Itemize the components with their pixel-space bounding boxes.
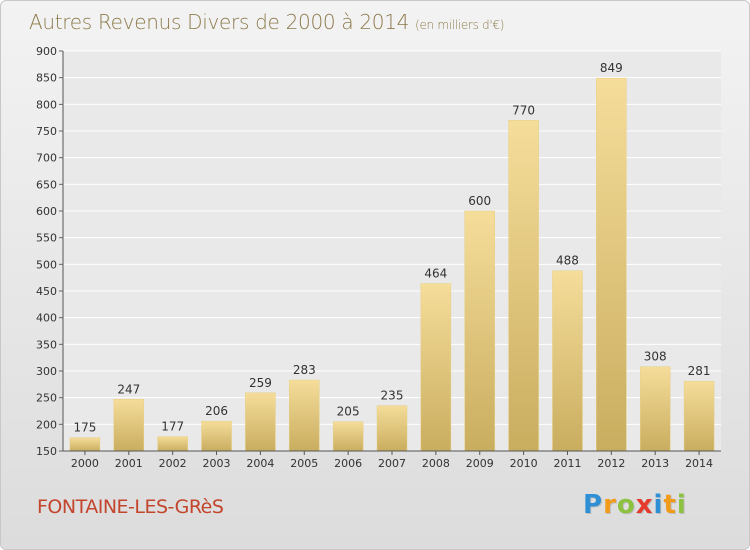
x-tick-label: 2004 (246, 457, 274, 470)
bar-value-label: 464 (424, 267, 447, 281)
bar (289, 379, 320, 452)
proxiti-logo: Proxiti (583, 490, 687, 520)
y-tick-label: 650 (36, 178, 57, 191)
x-tick-label: 2013 (641, 457, 669, 470)
bar (464, 210, 495, 452)
y-tick-label: 900 (36, 45, 57, 58)
logo-letter: x (635, 490, 654, 520)
bar-value-label: 849 (600, 61, 623, 75)
logo-letter: P (583, 490, 604, 520)
bar-value-label: 205 (337, 405, 360, 419)
y-tick-label: 550 (36, 232, 57, 245)
bar-value-label: 259 (249, 376, 272, 390)
y-tick-label: 250 (36, 392, 57, 405)
y-tick-label: 200 (36, 418, 57, 431)
bar (201, 420, 232, 452)
bar-value-label: 175 (73, 421, 96, 435)
bar (69, 437, 101, 452)
bar (376, 405, 408, 452)
bar-value-label: 281 (688, 364, 711, 378)
x-tick-label: 2001 (115, 457, 143, 470)
x-tick-label: 2007 (378, 457, 406, 470)
bar (552, 270, 583, 452)
logo-letter: t (663, 490, 677, 520)
bar (420, 283, 452, 452)
bar-value-label: 247 (117, 382, 140, 396)
x-tick-label: 2003 (203, 457, 231, 470)
y-tick-label: 350 (36, 338, 57, 351)
y-tick-label: 400 (36, 312, 57, 325)
city-name: FONTAINE-LES-GRèS (37, 496, 224, 518)
bar (639, 366, 671, 452)
logo-letter: i (676, 490, 687, 520)
x-tick-label: 2006 (334, 457, 362, 470)
bar-value-label: 283 (293, 363, 316, 377)
bar (245, 392, 276, 452)
x-tick-label: 2000 (71, 457, 99, 470)
bar-value-label: 177 (161, 420, 184, 434)
x-tick-label: 2008 (422, 457, 450, 470)
bar (508, 120, 539, 452)
y-tick-label: 600 (36, 205, 57, 218)
x-tick-label: 2009 (466, 457, 494, 470)
x-tick-label: 2014 (685, 457, 713, 470)
y-tick-label: 850 (36, 72, 57, 85)
bar-value-label: 488 (556, 254, 579, 268)
logo-letter: o (616, 490, 636, 520)
x-tick-label: 2012 (597, 457, 625, 470)
chart-title: Autres Revenus Divers de 2000 à 2014 (en … (29, 10, 504, 34)
chart-title-text: Autres Revenus Divers de 2000 à 2014 (29, 10, 410, 34)
x-tick-label: 2002 (159, 457, 187, 470)
y-tick-label: 750 (36, 125, 57, 138)
x-tick-label: 2005 (290, 457, 318, 470)
logo-letter: r (603, 490, 617, 520)
y-tick-label: 800 (36, 98, 57, 111)
y-tick-label: 150 (36, 445, 57, 458)
y-tick-label: 500 (36, 258, 57, 271)
bar (596, 77, 627, 452)
bar (157, 436, 188, 452)
logo-letter: i (653, 490, 664, 520)
bar (683, 380, 715, 452)
bar (113, 399, 145, 452)
bar-value-label: 308 (644, 350, 667, 364)
x-tick-label: 2011 (553, 457, 581, 470)
bar-value-label: 770 (512, 103, 535, 117)
y-tick-label: 700 (36, 152, 57, 165)
chart-subtitle: (en milliers d'€) (415, 18, 505, 32)
x-tick-label: 2010 (510, 457, 538, 470)
bar-value-label: 600 (468, 194, 491, 208)
bar-value-label: 235 (381, 389, 404, 403)
y-tick-label: 300 (36, 365, 57, 378)
y-tick-label: 450 (36, 285, 57, 298)
bar-value-label: 206 (205, 404, 228, 418)
bar (332, 421, 364, 452)
